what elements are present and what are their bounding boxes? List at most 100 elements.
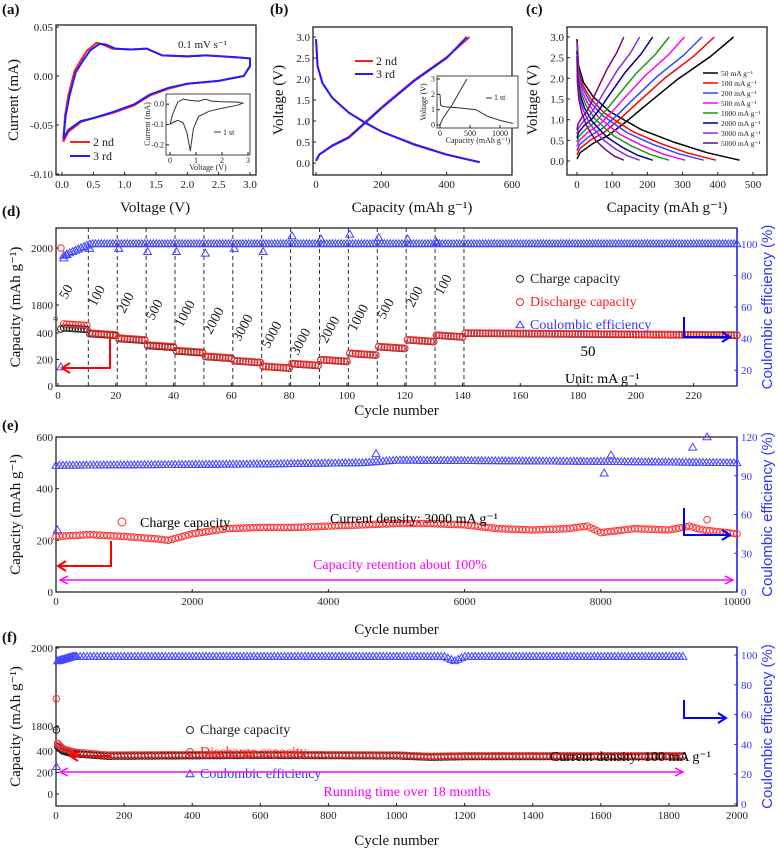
c-x-tick-label: 0 bbox=[574, 179, 580, 191]
discharge-point bbox=[533, 329, 542, 338]
discharge-point bbox=[325, 356, 334, 364]
discharge-point bbox=[554, 329, 562, 338]
f-y2-tick-label: 40 bbox=[741, 739, 753, 751]
discharge-point bbox=[464, 329, 473, 337]
discharge-point bbox=[611, 330, 620, 338]
ce-point bbox=[449, 655, 460, 665]
rate-label: 500 bbox=[375, 296, 398, 322]
discharge-point bbox=[250, 358, 259, 366]
inset-b-x-tick-label: 1000 bbox=[492, 129, 508, 138]
charge-curve bbox=[576, 36, 735, 160]
a-x-tick-label: 2.5 bbox=[212, 179, 226, 191]
discharge-point bbox=[175, 346, 184, 355]
f-x-tick-label: 1000 bbox=[386, 810, 409, 822]
discharge-point bbox=[493, 329, 501, 338]
e-x-tick-label: 4000 bbox=[317, 596, 340, 608]
legend-label: 50 mA g⁻¹ bbox=[721, 69, 753, 78]
legend-label: 5000 mA g⁻¹ bbox=[721, 139, 761, 148]
discharge-point bbox=[369, 350, 377, 359]
f-x-tick-label: 200 bbox=[116, 810, 133, 822]
d-y2-tick-label: 20 bbox=[741, 365, 753, 377]
discharge-point bbox=[733, 331, 741, 339]
charge-point bbox=[57, 325, 65, 333]
legend-marker bbox=[117, 517, 127, 527]
discharge-point bbox=[279, 363, 288, 372]
b-x-tick-label: 0 bbox=[313, 179, 319, 191]
discharge-curve bbox=[315, 39, 480, 164]
legend-marker bbox=[186, 726, 194, 734]
a-y-tick-label: -0.05 bbox=[30, 120, 53, 132]
discharge-point bbox=[536, 329, 545, 338]
c-y-tick-label: 3.0 bbox=[550, 32, 564, 44]
discharge-point bbox=[383, 343, 392, 351]
discharge-point bbox=[230, 356, 239, 365]
right-axis-arrow-head bbox=[717, 712, 728, 724]
discharge-point bbox=[172, 346, 181, 355]
b-x-tick-label: 400 bbox=[438, 179, 455, 191]
d-y2-tick-label: 100 bbox=[741, 239, 758, 251]
discharge-point bbox=[597, 330, 606, 338]
discharge-point bbox=[117, 334, 126, 343]
discharge-point bbox=[675, 330, 684, 339]
panel-label-b: (b) bbox=[270, 2, 288, 18]
legend-label: 3 rd bbox=[376, 67, 395, 81]
discharge-point bbox=[698, 330, 707, 339]
ce-point bbox=[456, 652, 467, 662]
inset-b-x-tick-label: 0 bbox=[438, 129, 442, 138]
discharge-point bbox=[600, 330, 608, 338]
discharge-point bbox=[513, 329, 522, 338]
ce-point bbox=[61, 249, 72, 259]
e-y2-tick-label: 60 bbox=[741, 510, 753, 522]
panel-label-d: (d) bbox=[2, 204, 20, 220]
discharge-point bbox=[455, 332, 464, 341]
legend-label: Charge capacity bbox=[530, 272, 620, 287]
inset-a-y-tick-label: -0.2 bbox=[151, 140, 164, 149]
c-y-tick-label: 1.5 bbox=[550, 94, 564, 106]
axis-break-mark: ≈ bbox=[53, 724, 59, 735]
right-axis-arrow-head bbox=[721, 529, 732, 541]
discharge-point bbox=[525, 329, 533, 338]
e-x-tick-label: 8000 bbox=[590, 596, 613, 608]
legend-label: Discharge capacity bbox=[530, 295, 637, 310]
discharge-point bbox=[571, 330, 579, 338]
discharge-point bbox=[83, 321, 91, 330]
discharge-point bbox=[447, 332, 455, 340]
discharge-point bbox=[632, 330, 640, 339]
inset-a-x-tick-label: 1 bbox=[194, 156, 198, 165]
discharge-point bbox=[432, 331, 441, 339]
discharge-point bbox=[190, 347, 198, 356]
discharge-point bbox=[354, 349, 363, 358]
discharge-point bbox=[565, 329, 574, 338]
discharge-point bbox=[213, 353, 221, 361]
discharge-point bbox=[710, 331, 718, 339]
x-axis-label-a: Voltage (V) bbox=[120, 200, 190, 216]
d-x-tick-label: 200 bbox=[628, 390, 645, 402]
panel-label-c: (c) bbox=[526, 2, 543, 18]
charge-point bbox=[688, 523, 697, 531]
discharge-point bbox=[574, 330, 582, 338]
discharge-point bbox=[424, 337, 432, 345]
discharge-point bbox=[441, 331, 449, 340]
c-y-tick-label: 0.5 bbox=[550, 135, 564, 147]
e-y-tick-label: 0 bbox=[48, 587, 54, 599]
discharge-point bbox=[239, 357, 247, 365]
e-y-tick-label: 400 bbox=[37, 484, 54, 496]
discharge-point bbox=[270, 363, 279, 371]
f-y2-tick-label: 80 bbox=[741, 680, 753, 692]
ce-point bbox=[431, 237, 442, 246]
ce-point bbox=[200, 248, 211, 257]
legend-label: Discharge capacity bbox=[200, 745, 307, 760]
c-x-tick-label: 100 bbox=[604, 179, 621, 191]
f-x-tick-label: 0 bbox=[53, 810, 59, 822]
ce-point bbox=[606, 450, 616, 459]
inset-y-label: Current (mA) bbox=[143, 102, 152, 146]
discharge-point bbox=[126, 335, 135, 343]
d-y-tick-label: 2000 bbox=[31, 243, 54, 255]
e-y-tick-label: 200 bbox=[37, 535, 54, 547]
discharge-point bbox=[452, 332, 461, 341]
discharge-point bbox=[201, 352, 210, 360]
f-x-tick-label: 400 bbox=[184, 810, 201, 822]
discharge-point bbox=[603, 330, 611, 338]
b-x-tick-label: 200 bbox=[373, 179, 390, 191]
rate-label-final: 50 bbox=[581, 344, 596, 360]
